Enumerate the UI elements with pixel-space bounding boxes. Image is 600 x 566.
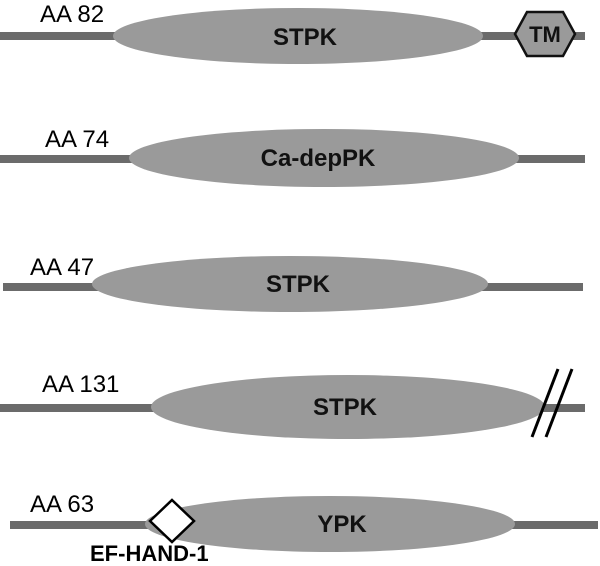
- domain-ellipse: [151, 375, 545, 439]
- domain-ellipse: [113, 8, 483, 64]
- position-label: AA 131: [42, 371, 119, 398]
- domain-label: STPK: [273, 24, 338, 51]
- hexagon-tm-icon: [513, 10, 577, 58]
- domain-label: YPK: [317, 511, 367, 538]
- position-label: AA 82: [40, 1, 104, 28]
- position-label: AA 63: [30, 491, 94, 518]
- protein-row-2: AA 74 Ca-depPK: [0, 126, 585, 187]
- position-label: AA 74: [45, 126, 109, 153]
- tm-label: TM: [529, 22, 561, 47]
- domain-ellipse: [145, 496, 515, 552]
- position-label: AA 47: [30, 254, 94, 281]
- protein-row-4: AA 131 STPK: [0, 368, 585, 439]
- diamond-ef-hand-icon: [148, 498, 196, 544]
- domain-ellipse: [129, 129, 519, 187]
- protein-row-3: AA 47 STPK: [3, 254, 583, 312]
- protein-row-5: AA 63 YPK EF-HAND-1: [10, 491, 598, 566]
- domain-label: STPK: [266, 271, 331, 298]
- protein-row-1: AA 82 STPK TM: [0, 1, 585, 64]
- ef-hand-label: EF-HAND-1: [90, 541, 209, 566]
- double-slash-break-icon: [530, 368, 574, 438]
- domain-ellipse: [92, 256, 488, 312]
- domain-label: Ca-depPK: [261, 145, 376, 172]
- domain-label: STPK: [313, 394, 378, 421]
